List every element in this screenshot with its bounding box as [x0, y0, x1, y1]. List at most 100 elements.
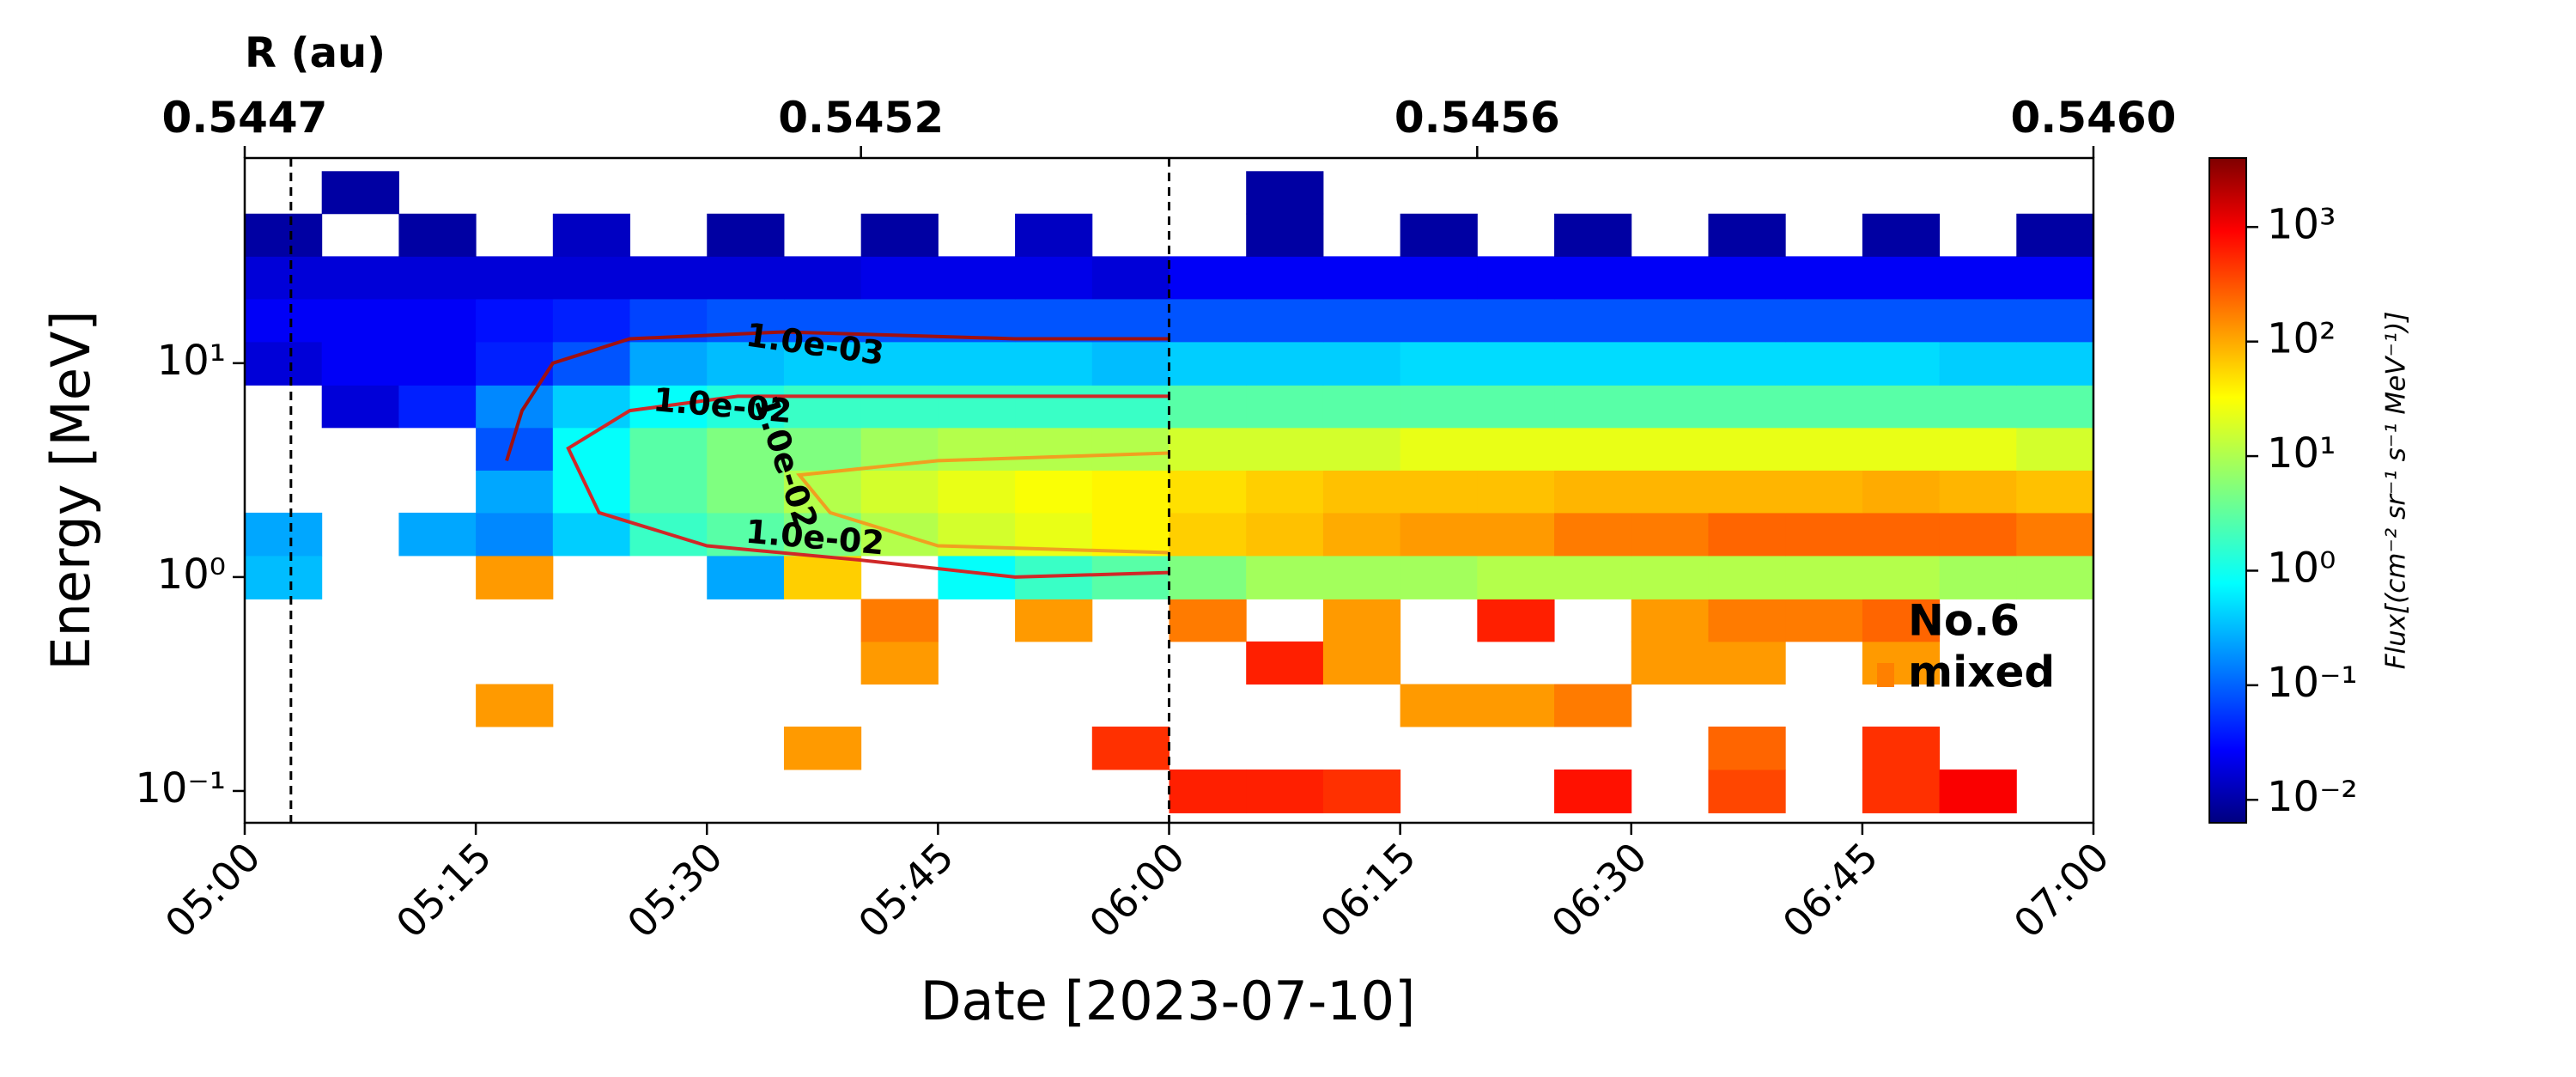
heat-cell — [245, 213, 323, 257]
heat-cell — [1631, 256, 1709, 300]
heat-cell — [1477, 684, 1555, 727]
heat-cell — [1708, 470, 1786, 514]
y-tick-label: 10¹ — [157, 337, 226, 385]
heat-cell — [1862, 769, 1941, 813]
heat-cell — [1708, 512, 1786, 557]
heat-cell — [629, 427, 708, 471]
heat-cell — [2016, 512, 2093, 557]
heat-cell — [1785, 385, 1863, 429]
heat-cell — [1015, 385, 1093, 429]
colorbar-tick-label: 10⁰ — [2267, 544, 2336, 592]
heat-cell — [1631, 641, 1709, 685]
heat-cell — [1015, 256, 1093, 300]
heat-cell — [1554, 555, 1632, 599]
heat-cell — [938, 298, 1016, 343]
heat-cell — [552, 298, 631, 343]
heat-cell — [1091, 427, 1170, 471]
heat-cell — [860, 341, 939, 386]
x2-tick-label: 0.5460 — [2011, 93, 2177, 143]
heat-cell — [1708, 256, 1786, 300]
x-tick-label: 05:00 — [156, 833, 270, 946]
heat-cell — [707, 427, 785, 471]
heat-cell — [1939, 470, 2017, 514]
annotation-marker — [1877, 663, 1894, 687]
heat-cell — [1785, 298, 1863, 343]
heat-cell — [1554, 769, 1632, 813]
colorbar-tick-label: 10⁻² — [2267, 773, 2358, 821]
heat-cell — [707, 470, 785, 514]
heat-cell — [938, 385, 1016, 429]
heat-cell — [1862, 256, 1941, 300]
heat-cell — [398, 385, 477, 429]
heat-cell — [860, 213, 939, 257]
x2-tick-label: 0.5452 — [778, 93, 944, 143]
heat-cell — [1939, 341, 2017, 386]
heat-cell — [1554, 213, 1632, 257]
colorbar-tick-label: 10³ — [2267, 200, 2336, 248]
heat-cell — [860, 385, 939, 429]
heat-cell — [2016, 213, 2093, 257]
heat-cell — [1477, 385, 1555, 429]
heat-cell — [707, 256, 785, 300]
heat-cell — [1939, 555, 2017, 599]
heat-cell — [707, 385, 785, 429]
colorbar-label: Flux[(cm⁻² sr⁻¹ s⁻¹ MeV⁻¹)] — [2381, 312, 2412, 670]
heat-cell — [1091, 341, 1170, 386]
heat-cell — [1322, 427, 1401, 471]
heat-cell — [707, 341, 785, 386]
heat-cell — [783, 385, 862, 429]
heat-cell — [1246, 385, 1324, 429]
heat-cell — [1862, 599, 1941, 642]
heat-cell — [1091, 256, 1170, 300]
heat-cell — [1862, 385, 1941, 429]
x-tick-label: 06:45 — [1774, 833, 1887, 946]
heat-cell — [1015, 470, 1093, 514]
heat-cell — [1246, 555, 1324, 599]
heat-cell — [1862, 726, 1941, 770]
heat-cell — [1708, 769, 1786, 813]
heat-cell — [938, 470, 1016, 514]
heat-cell — [1477, 341, 1555, 386]
heat-cell — [1322, 769, 1401, 813]
heat-cell — [1322, 385, 1401, 429]
heat-cell — [1477, 298, 1555, 343]
heat-cell — [1400, 684, 1478, 727]
heat-cell — [1169, 470, 1247, 514]
heat-cell — [1400, 555, 1478, 599]
heat-cell — [1246, 256, 1324, 300]
heat-cell — [1631, 555, 1709, 599]
heat-cell — [1785, 555, 1863, 599]
heat-cell — [398, 341, 477, 386]
heat-cell — [1400, 213, 1478, 257]
heat-cell — [1246, 641, 1324, 685]
heat-cell — [1554, 385, 1632, 429]
heat-cell — [629, 470, 708, 514]
heat-cell — [1477, 427, 1555, 471]
heat-cell — [1862, 341, 1941, 386]
heatmap — [245, 171, 2093, 813]
heat-cell — [552, 385, 631, 429]
heat-cell — [476, 385, 554, 429]
heat-cell — [1246, 298, 1324, 343]
heat-cell — [1400, 427, 1478, 471]
heat-cell — [1862, 641, 1941, 685]
heat-cell — [321, 385, 399, 429]
x2-axis-label: R (au) — [245, 29, 386, 77]
heat-cell — [476, 470, 554, 514]
heat-cell — [1477, 555, 1555, 599]
heat-cell — [860, 599, 939, 642]
heat-cell — [1400, 512, 1478, 557]
heat-cell — [1091, 726, 1170, 770]
heat-cell — [398, 512, 477, 557]
heat-cell — [2016, 427, 2093, 471]
heat-cell — [1322, 256, 1401, 300]
heat-cell — [629, 341, 708, 386]
x2-tick-label: 0.5447 — [162, 93, 328, 143]
heat-cell — [1322, 512, 1401, 557]
heat-cell — [783, 427, 862, 471]
x-tick-label: 05:45 — [849, 833, 963, 946]
heat-cell — [1554, 684, 1632, 727]
heat-cell — [1322, 298, 1401, 343]
heat-cell — [707, 213, 785, 257]
